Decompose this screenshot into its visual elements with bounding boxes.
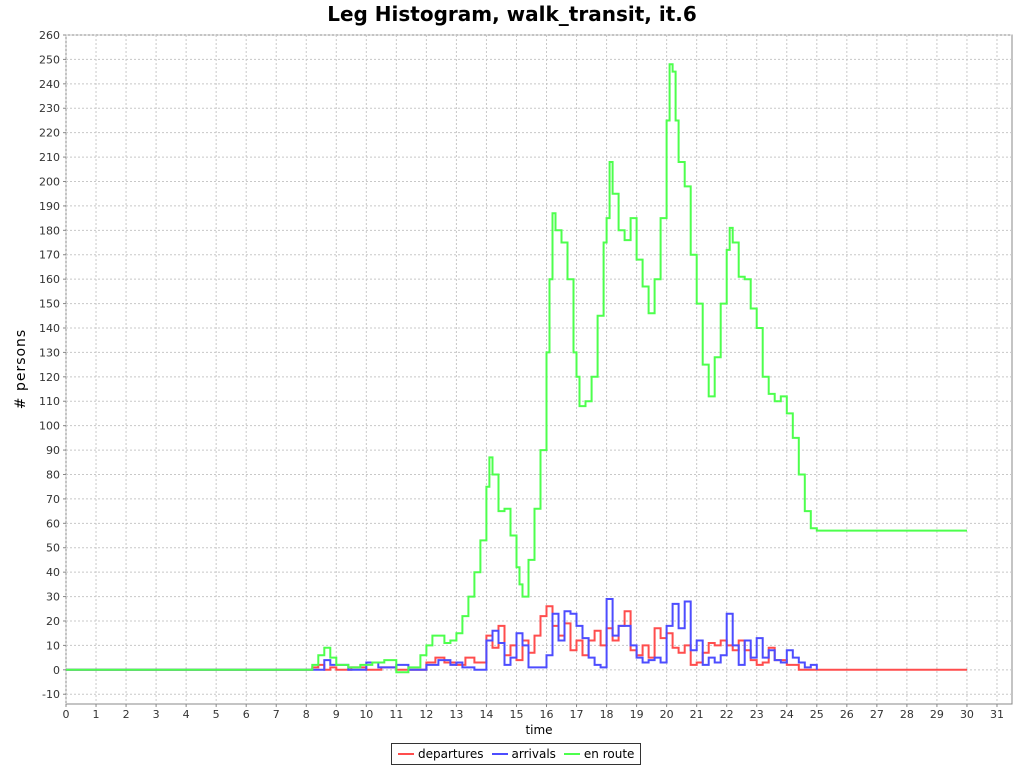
series-line-arrivals [66, 598, 818, 671]
y-axis-label: # persons [13, 329, 29, 409]
x-tick-label: 15 [509, 708, 523, 721]
y-tick-label: 110 [39, 395, 60, 408]
series-line-en-route [66, 63, 967, 674]
legend-swatch-en-route [563, 753, 580, 755]
x-tick-label: 30 [960, 708, 974, 721]
x-tick-label: 4 [183, 708, 190, 721]
y-tick-label: 160 [39, 273, 60, 286]
y-tick-label: 20 [46, 615, 60, 628]
y-tick-label: 190 [39, 200, 60, 213]
legend: departures arrivals en route [391, 743, 642, 765]
x-tick-label: 18 [600, 708, 614, 721]
grid [65, 34, 1012, 704]
y-tick-label: 100 [39, 420, 60, 433]
y-tick-label: 150 [39, 298, 60, 311]
x-tick-label: 16 [540, 708, 554, 721]
legend-item-departures: departures [398, 747, 484, 761]
x-tick-label: 21 [690, 708, 704, 721]
chart-title: Leg Histogram, walk_transit, it.6 [327, 2, 697, 26]
legend-swatch-departures [398, 753, 414, 755]
y-tick-label: 30 [46, 591, 60, 604]
y-tick-label: 120 [39, 371, 60, 384]
x-tick-label: 24 [780, 708, 794, 721]
x-tick-label: 5 [213, 708, 220, 721]
y-tick-label: 10 [46, 639, 60, 652]
y-tick-label: 50 [46, 542, 60, 555]
y-tick-label: 60 [46, 517, 60, 530]
y-tick-label: 180 [39, 224, 60, 237]
y-tick-label: -10 [42, 688, 60, 701]
y-tick-label: 70 [46, 493, 60, 506]
legend-label-en-route: en route [583, 747, 635, 761]
y-tick-label: 90 [46, 444, 60, 457]
x-tick-label: 23 [750, 708, 764, 721]
y-tick-label: 230 [39, 102, 60, 115]
x-tick-label: 1 [93, 708, 100, 721]
legend-item-arrivals: arrivals [491, 747, 556, 761]
y-tick-label: 240 [39, 78, 60, 91]
x-tick-label: 0 [63, 708, 70, 721]
x-tick-label: 22 [720, 708, 734, 721]
x-tick-label: 14 [479, 708, 493, 721]
legend-swatch-arrivals [491, 753, 508, 755]
y-tick-label: 210 [39, 151, 60, 164]
series-group [66, 63, 967, 674]
x-tick-label: 7 [273, 708, 280, 721]
x-tick-label: 10 [359, 708, 373, 721]
x-tick-label: 2 [123, 708, 130, 721]
x-axis-label: time [525, 723, 552, 737]
y-tick-label: 200 [39, 175, 60, 188]
x-tick-label: 17 [570, 708, 584, 721]
legend-label-departures: departures [418, 747, 484, 761]
legend-label-arrivals: arrivals [511, 747, 556, 761]
y-tick-label: 250 [39, 53, 60, 66]
y-tick-label: 220 [39, 127, 60, 140]
x-tick-label: 3 [153, 708, 160, 721]
x-tick-label: 25 [810, 708, 824, 721]
x-tick-label: 27 [870, 708, 884, 721]
x-tick-label: 13 [449, 708, 463, 721]
x-tick-label: 26 [840, 708, 854, 721]
y-tick-label: 40 [46, 566, 60, 579]
x-tick-label: 11 [389, 708, 403, 721]
axes: -100102030405060708090100110120130140150… [39, 29, 1004, 721]
x-tick-label: 19 [630, 708, 644, 721]
y-tick-label: 0 [53, 664, 60, 677]
x-tick-label: 29 [930, 708, 944, 721]
y-tick-label: 260 [39, 29, 60, 42]
x-tick-label: 6 [243, 708, 250, 721]
y-tick-label: 140 [39, 322, 60, 335]
x-tick-label: 20 [660, 708, 674, 721]
y-tick-label: 170 [39, 249, 60, 262]
x-tick-label: 12 [419, 708, 433, 721]
x-tick-label: 31 [990, 708, 1004, 721]
x-tick-label: 28 [900, 708, 914, 721]
x-tick-label: 9 [333, 708, 340, 721]
plot-background [65, 34, 1013, 705]
y-tick-label: 80 [46, 468, 60, 481]
y-tick-label: 130 [39, 346, 60, 359]
legend-item-en-route: en route [563, 747, 635, 761]
x-tick-label: 8 [303, 708, 310, 721]
